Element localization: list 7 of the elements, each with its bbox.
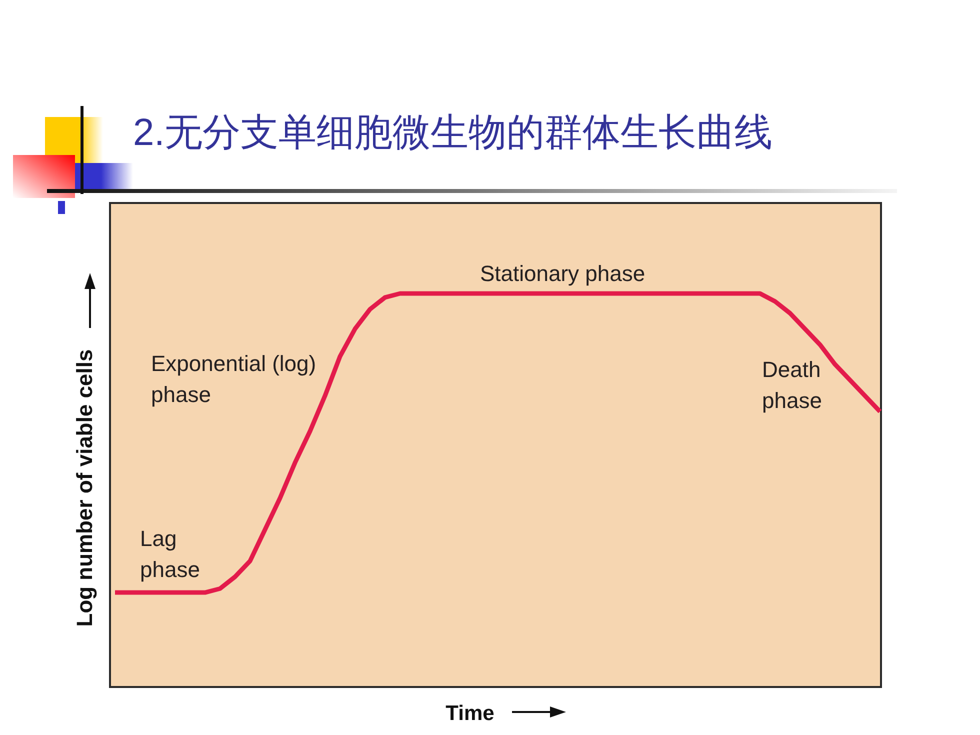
xlabel: Time — [446, 702, 494, 725]
annotation: Exponential (log) phase — [151, 351, 316, 407]
ylabel: Log number of viable cells — [72, 349, 97, 627]
annotation: Lag phase — [140, 526, 200, 582]
annotation: Death phase — [762, 357, 822, 413]
title: 2.无分支单细胞微生物的群体生长曲线 — [133, 112, 773, 154]
annotation: Stationary phase — [480, 261, 646, 286]
